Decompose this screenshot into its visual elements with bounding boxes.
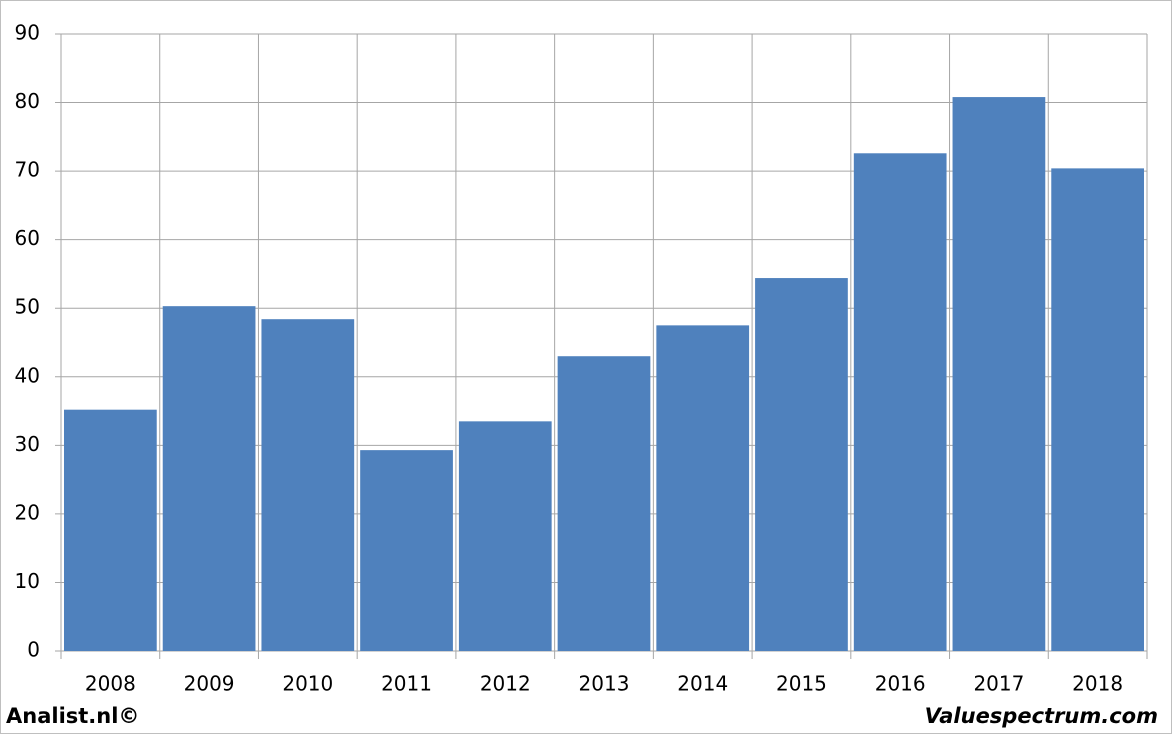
x-tick-label: 2012 xyxy=(480,672,531,696)
y-tick-label: 50 xyxy=(15,295,40,319)
bar xyxy=(64,409,157,651)
bar xyxy=(162,306,256,651)
y-tick-label: 10 xyxy=(15,569,40,593)
y-tick-label: 20 xyxy=(15,500,40,524)
x-tick-label: 2010 xyxy=(282,672,333,696)
x-tick-label: 2008 xyxy=(85,672,136,696)
y-tick-label: 70 xyxy=(15,158,40,182)
y-tick-label: 30 xyxy=(15,432,40,456)
bar xyxy=(557,356,651,651)
bar xyxy=(458,421,552,651)
footer-right: Valuespectrum.com xyxy=(925,704,1158,728)
bar xyxy=(261,319,355,651)
bar xyxy=(1051,168,1144,651)
x-tick-label: 2015 xyxy=(776,672,827,696)
x-tick-label: 2009 xyxy=(184,672,235,696)
y-tick-label: 90 xyxy=(15,21,40,45)
bar xyxy=(656,325,750,651)
x-tick-label: 2018 xyxy=(1072,672,1123,696)
bar xyxy=(360,450,453,651)
y-tick-label: 80 xyxy=(15,89,40,113)
y-tick-label: 0 xyxy=(27,638,40,662)
bar xyxy=(952,97,1046,652)
y-tick-label: 40 xyxy=(15,363,40,387)
x-tick-label: 2011 xyxy=(381,672,432,696)
x-tick-label: 2014 xyxy=(677,672,728,696)
x-tick-label: 2017 xyxy=(973,672,1024,696)
x-tick-label: 2013 xyxy=(579,672,630,696)
bar xyxy=(755,278,848,651)
bar xyxy=(853,153,947,651)
footer-left: Analist.nl© xyxy=(6,704,139,728)
x-tick-label: 2016 xyxy=(875,672,926,696)
y-tick-label: 60 xyxy=(15,226,40,250)
